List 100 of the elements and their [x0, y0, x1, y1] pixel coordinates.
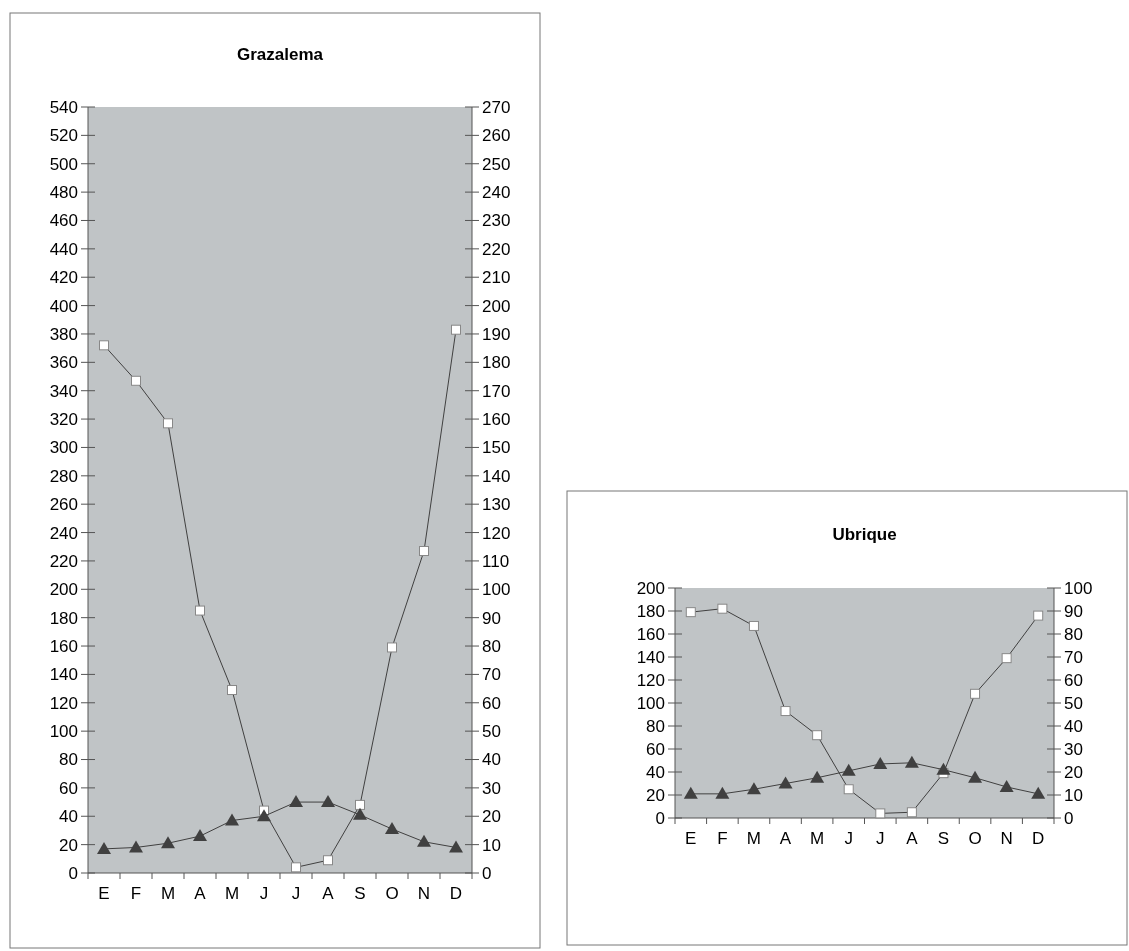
- point: [227, 685, 237, 696]
- y-tick-label: 80: [646, 716, 665, 736]
- y2-tick-label: 80: [1064, 624, 1083, 644]
- y2-tick-label: 100: [482, 580, 511, 600]
- point: [1033, 610, 1044, 621]
- y2-tick-label: 30: [1064, 739, 1083, 759]
- x-tick-label: O: [385, 884, 399, 903]
- y2-tick-label: 150: [482, 438, 511, 458]
- point: [715, 786, 730, 799]
- x-tick-label: S: [937, 829, 950, 848]
- y2-tick-label: 60: [482, 693, 501, 713]
- y2-tick-label: 40: [482, 750, 501, 770]
- x-tick-label: M: [746, 829, 762, 848]
- y2-tick-label: 140: [482, 466, 511, 486]
- point: [875, 808, 886, 819]
- y-tick-label: 40: [59, 807, 78, 827]
- y2-tick-label: 240: [482, 183, 511, 203]
- y2-tick-label: 260: [482, 126, 511, 146]
- y-tick-label: 460: [49, 211, 78, 231]
- y2-tick-label: 90: [482, 608, 501, 628]
- point: [746, 782, 761, 795]
- y2-tick-label: 210: [482, 268, 511, 288]
- y-tick-label: 140: [49, 665, 78, 685]
- y2-tick-label: 130: [482, 495, 511, 515]
- point: [717, 603, 728, 614]
- y-tick-label: 520: [49, 126, 78, 146]
- x-tick-label: J: [259, 884, 269, 903]
- point: [1031, 786, 1046, 799]
- y-tick-label: 180: [49, 608, 78, 628]
- y2-tick-label: 70: [482, 665, 501, 685]
- point: [355, 799, 365, 810]
- y-tick-label: 60: [59, 778, 78, 798]
- point: [417, 834, 431, 847]
- y-tick-label: 300: [49, 438, 78, 458]
- y-tick-label: 160: [636, 624, 665, 644]
- point: [841, 763, 856, 776]
- x-tick-label: J: [876, 829, 885, 848]
- point: [780, 706, 791, 717]
- y-tick-label: 260: [49, 495, 78, 515]
- y2-tick-label: 40: [1064, 716, 1083, 736]
- point: [873, 756, 888, 769]
- y2-tick-label: 110: [482, 551, 510, 571]
- point: [97, 841, 111, 854]
- point: [968, 770, 983, 783]
- point: [683, 786, 698, 799]
- point: [99, 340, 109, 351]
- y-tick-label: 340: [49, 381, 78, 401]
- x-tick-label: E: [685, 829, 697, 848]
- y2-tick-label: 220: [482, 239, 511, 259]
- y-tick-label: 120: [49, 693, 78, 713]
- y-tick-label: 200: [49, 580, 78, 600]
- y-tick-label: 40: [646, 762, 665, 782]
- y-tick-label: 500: [49, 154, 78, 174]
- y2-tick-label: 50: [1064, 693, 1083, 713]
- y-tick-label: 220: [49, 551, 78, 571]
- point: [289, 795, 303, 808]
- x-tick-label: M: [810, 829, 825, 848]
- y-tick-label: 0: [655, 808, 665, 828]
- y2-tick-label: 90: [1064, 601, 1083, 621]
- point: [685, 607, 696, 618]
- point: [419, 546, 429, 556]
- y-tick-label: 380: [49, 324, 78, 344]
- point: [353, 807, 367, 820]
- y-tick-label: 20: [646, 785, 665, 805]
- x-tick-label: O: [968, 829, 982, 848]
- point: [748, 620, 759, 631]
- x-tick-label: J: [291, 884, 301, 903]
- y-tick-label: 480: [49, 183, 78, 203]
- x-tick-label: J: [844, 829, 853, 848]
- x-tick-label: M: [224, 884, 240, 903]
- point: [906, 807, 917, 818]
- y2-tick-label: 50: [482, 722, 501, 742]
- chart-title: Grazalema: [237, 45, 324, 64]
- y-tick-label: 240: [49, 523, 78, 543]
- y-tick-label: 140: [636, 647, 665, 667]
- x-tick-label: D: [449, 884, 463, 903]
- y-tick-label: 60: [646, 739, 665, 759]
- y2-tick-label: 30: [482, 778, 501, 798]
- y-tick-label: 120: [636, 670, 665, 690]
- y2-tick-label: 250: [482, 154, 511, 174]
- point: [1001, 653, 1012, 664]
- y2-tick-label: 190: [482, 324, 511, 344]
- y2-tick-label: 200: [482, 296, 511, 316]
- point: [810, 770, 825, 783]
- point: [163, 418, 173, 429]
- y2-tick-label: 160: [482, 410, 511, 430]
- point: [257, 809, 271, 822]
- point: [225, 813, 239, 826]
- x-tick-label: A: [322, 884, 335, 903]
- point: [131, 375, 141, 386]
- y2-tick-label: 0: [482, 863, 492, 883]
- point: [778, 776, 793, 789]
- y-tick-label: 100: [49, 722, 78, 742]
- point: [843, 784, 854, 795]
- x-tick-label: A: [779, 829, 792, 848]
- y-tick-label: 540: [49, 97, 78, 117]
- y2-tick-label: 230: [482, 211, 511, 231]
- y2-tick-label: 70: [1064, 647, 1083, 667]
- point: [812, 730, 823, 741]
- x-tick-label: A: [194, 884, 207, 903]
